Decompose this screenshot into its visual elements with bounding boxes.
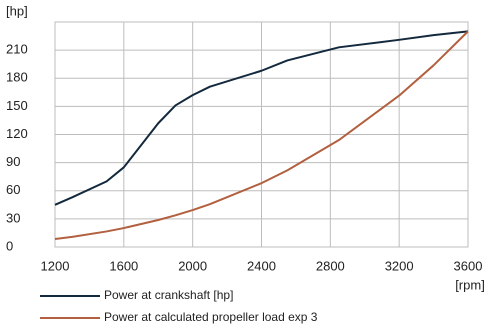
- y-tick-label: 30: [6, 210, 20, 225]
- x-tick-label: 1600: [109, 258, 138, 273]
- series-line: [54, 30, 469, 241]
- y-tick-label: 180: [6, 70, 28, 85]
- x-tick-label: 3600: [454, 258, 483, 273]
- x-tick-label: 1200: [41, 258, 70, 273]
- series-line: [54, 30, 469, 206]
- y-tick-label: 90: [6, 154, 20, 169]
- y-tick-label: 210: [6, 42, 28, 57]
- y-tick-label: 0: [6, 238, 13, 253]
- y-tick-label: 150: [6, 98, 28, 113]
- x-tick-label: 2800: [316, 258, 345, 273]
- legend-label: Power at crankshaft [hp]: [104, 288, 233, 302]
- y-tick-label: 60: [6, 182, 20, 197]
- y-tick-label: 120: [6, 126, 28, 141]
- x-tick-label: 2000: [178, 258, 207, 273]
- x-tick-label: 3200: [385, 258, 414, 273]
- x-axis-label: [rpm]: [455, 277, 485, 292]
- legend-label: Power at calculated propeller load exp 3: [104, 310, 318, 324]
- y-axis-label: [hp]: [6, 3, 28, 18]
- x-tick-label: 2400: [247, 258, 276, 273]
